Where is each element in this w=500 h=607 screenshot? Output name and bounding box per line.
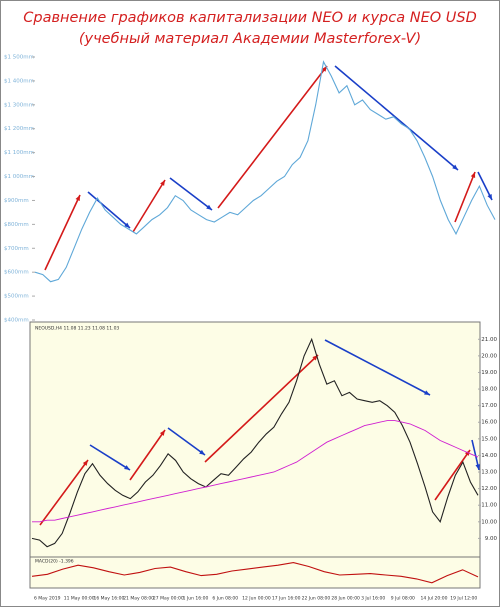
arrow-head bbox=[321, 66, 327, 72]
x-tick-label: 14 Jul 20:00 bbox=[421, 596, 448, 602]
trend-arrow bbox=[434, 449, 471, 501]
y-tick-label: 13.00 bbox=[481, 470, 497, 476]
price-panel bbox=[29, 321, 481, 589]
arrow-head bbox=[75, 195, 80, 201]
x-tick-label: 6 May 2019 bbox=[34, 596, 61, 602]
y-tick-label: 12.00 bbox=[481, 486, 497, 492]
x-tick-label: 27 May 00:00 bbox=[153, 596, 184, 602]
x-tick-label: 22 Jun 08:00 bbox=[302, 596, 331, 602]
arrow-head bbox=[452, 164, 458, 170]
panel-label: NEOUSD,H4 11.08 11.23 11.08 11.03 bbox=[35, 326, 119, 332]
y-tick-label: $1 200mm bbox=[4, 126, 34, 132]
x-tick-label: 28 Jun 00:00 bbox=[331, 596, 360, 602]
trend-arrow bbox=[44, 194, 81, 271]
x-tick-label: 16 May 16:00 bbox=[93, 596, 124, 602]
arrow-head bbox=[206, 204, 212, 210]
trend-arrow bbox=[89, 444, 131, 471]
data-line bbox=[31, 337, 479, 548]
x-tick-label: 1 Jun 16:00 bbox=[183, 596, 209, 602]
y-tick-label: 17.00 bbox=[481, 403, 497, 409]
trend-arrow bbox=[167, 427, 206, 456]
arrow-head bbox=[159, 430, 165, 436]
arrow-head bbox=[124, 465, 130, 470]
trend-arrow bbox=[39, 459, 89, 526]
data-line bbox=[34, 60, 496, 283]
arrow-head bbox=[82, 460, 88, 466]
x-tick-label: 19 Jul 12:00 bbox=[450, 596, 477, 602]
y-tick-label: 16.00 bbox=[481, 420, 497, 426]
trend-arrow bbox=[334, 65, 459, 171]
y-tick-label: $500mm bbox=[4, 294, 29, 300]
y-tick-label: 10.00 bbox=[481, 519, 497, 525]
title: Сравнение графиков капитализации NEO и к… bbox=[23, 10, 477, 26]
x-tick-label: 6 Jun 08:00 bbox=[212, 596, 238, 602]
arrow-head bbox=[487, 194, 492, 200]
y-tick-label: $1 400mm bbox=[4, 78, 34, 84]
trend-arrow bbox=[129, 429, 166, 481]
x-tick-label: 11 May 00:00 bbox=[64, 596, 95, 602]
y-tick-label: 20.00 bbox=[481, 353, 497, 359]
trend-arrow bbox=[132, 179, 166, 233]
data-line bbox=[32, 420, 479, 523]
title: (учебный материал Академии Masterforex-V… bbox=[79, 31, 421, 47]
y-tick-label: $1 500mm bbox=[4, 55, 34, 61]
y-tick-label: 11.00 bbox=[481, 503, 497, 509]
trend-arrow bbox=[324, 339, 431, 396]
arrow-head bbox=[470, 172, 476, 178]
trend-arrow bbox=[454, 171, 476, 223]
trend-arrow bbox=[217, 65, 328, 209]
y-tick-label: 9.00 bbox=[485, 536, 498, 542]
x-tick-label: 3 Jul 16:00 bbox=[361, 596, 385, 602]
panel-label: MACD(20) -1.396 bbox=[35, 559, 74, 565]
y-tick-label: $600mm bbox=[4, 270, 29, 276]
arrow-head bbox=[424, 390, 430, 395]
trend-arrow bbox=[169, 177, 213, 211]
arrow-head bbox=[124, 222, 130, 228]
y-tick-label: 15.00 bbox=[481, 436, 497, 442]
y-tick-label: 21.00 bbox=[481, 337, 497, 343]
y-tick-label: $1 000mm bbox=[4, 174, 34, 180]
y-tick-label: $1 300mm bbox=[4, 102, 34, 108]
x-tick-label: 17 Jun 16:00 bbox=[272, 596, 301, 602]
y-tick-label: 18.00 bbox=[481, 387, 497, 393]
y-tick-label: 14.00 bbox=[481, 453, 497, 459]
y-tick-label: $1 100mm bbox=[4, 150, 34, 156]
y-tick-label: 19.00 bbox=[481, 370, 497, 376]
y-tick-label: $800mm bbox=[4, 222, 29, 228]
y-tick-label: $400mm bbox=[4, 318, 29, 324]
arrow-head bbox=[199, 449, 205, 455]
arrow-head bbox=[160, 180, 165, 186]
y-tick-label: $700mm bbox=[4, 246, 29, 252]
x-tick-label: 12 Jun 00:00 bbox=[242, 596, 271, 602]
x-tick-label: 21 May 08:00 bbox=[123, 596, 154, 602]
x-tick-label: 9 Jul 08:00 bbox=[391, 596, 415, 602]
data-line bbox=[31, 562, 479, 584]
trend-arrow bbox=[87, 191, 131, 229]
arrow-head bbox=[475, 464, 481, 470]
y-tick-label: $900mm bbox=[4, 198, 29, 204]
